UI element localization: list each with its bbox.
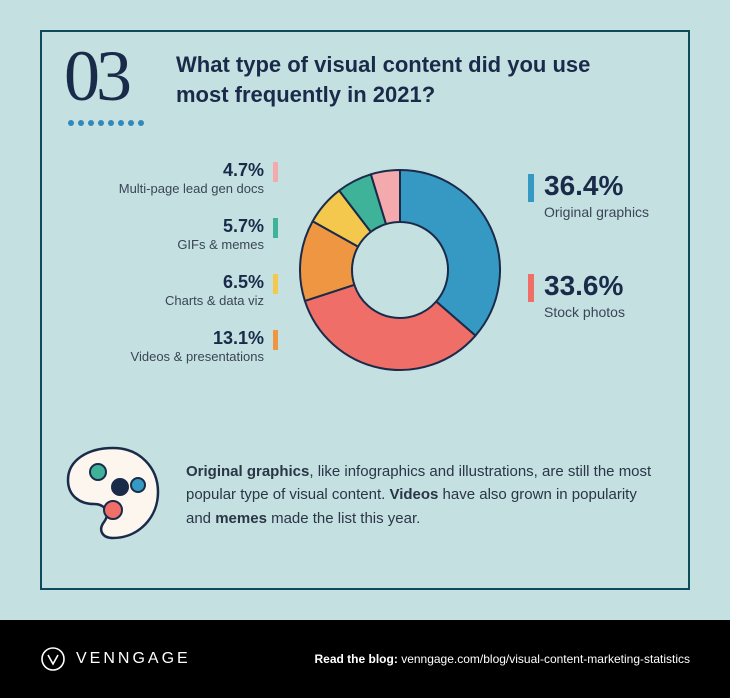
brand-text: VENNGAGE [76,650,191,668]
palette-icon [58,440,168,550]
stat-pct: 5.7% [60,216,264,237]
stat-item: 5.7% GIFs & memes [60,216,278,252]
stat-item: 6.5% Charts & data viz [60,272,278,308]
stat-item: 13.1% Videos & presentations [60,328,278,364]
stat-item-large: 36.4% Original graphics [528,170,708,220]
stat-tick [273,330,278,350]
blog-link[interactable]: Read the blog: venngage.com/blog/visual-… [315,652,691,666]
stat-pct: 36.4% [544,170,708,202]
summary-text: Original graphics, like infographics and… [186,460,666,530]
footer-bar: VENNGAGE Read the blog: venngage.com/blo… [0,620,730,698]
blog-url: venngage.com/blog/visual-content-marketi… [401,652,690,666]
brand: VENNGAGE [40,646,191,672]
left-labels-group: 4.7% Multi-page lead gen docs 5.7% GIFs … [60,160,278,384]
stat-pct: 4.7% [60,160,264,181]
donut-slice [400,170,500,336]
stat-label: Videos & presentations [60,349,264,364]
stat-item-large: 33.6% Stock photos [528,270,708,320]
stat-pct: 6.5% [60,272,264,293]
stat-tick [528,274,534,302]
stat-label: Stock photos [544,304,708,320]
section-number: 03 [64,40,128,112]
decorative-dots [68,120,144,126]
stat-label: Charts & data viz [60,293,264,308]
stat-tick [273,218,278,238]
blog-prefix: Read the blog: [315,652,398,666]
stat-tick [528,174,534,202]
brand-icon [40,646,66,672]
stat-pct: 13.1% [60,328,264,349]
stat-pct: 33.6% [544,270,708,302]
stat-item: 4.7% Multi-page lead gen docs [60,160,278,196]
stat-label: Multi-page lead gen docs [60,181,264,196]
stat-tick [273,162,278,182]
chart-area: 4.7% Multi-page lead gen docs 5.7% GIFs … [60,150,670,430]
stat-label: GIFs & memes [60,237,264,252]
stat-tick [273,274,278,294]
right-labels-group: 36.4% Original graphics 33.6% Stock phot… [528,170,708,370]
page-title: What type of visual content did you use … [176,50,646,109]
donut-chart [290,160,510,380]
stat-label: Original graphics [544,204,708,220]
